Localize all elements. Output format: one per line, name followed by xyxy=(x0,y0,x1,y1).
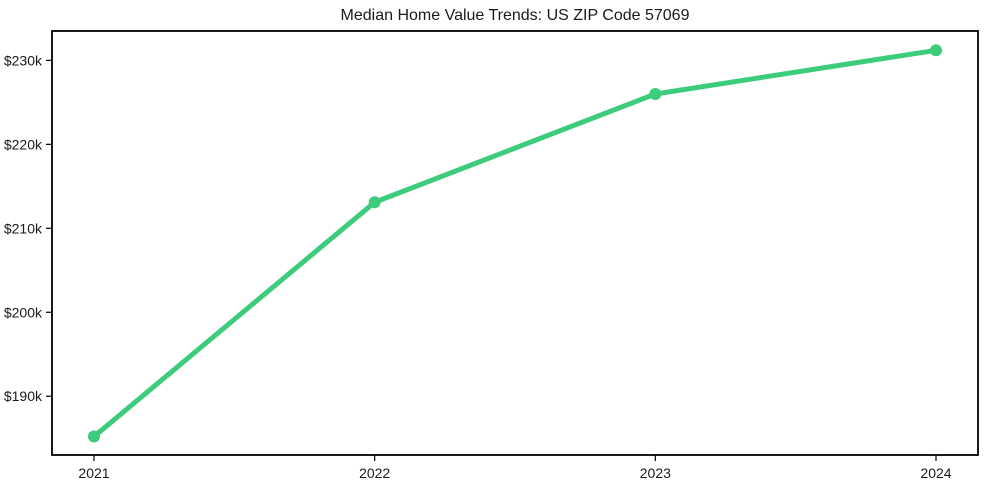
y-tick-label: $210k xyxy=(4,220,43,236)
data-point-2021 xyxy=(88,430,100,443)
x-tick-label: 2022 xyxy=(359,465,390,481)
y-tick-label: $190k xyxy=(4,388,43,404)
y-tick-label: $220k xyxy=(4,136,43,152)
data-point-2024 xyxy=(930,44,942,57)
data-line xyxy=(91,47,939,440)
data-point-2022 xyxy=(368,196,381,209)
data-point-2023 xyxy=(649,87,662,100)
x-tick-label: 2023 xyxy=(640,465,671,481)
y-tick-label: $200k xyxy=(4,304,43,320)
chart-title: Median Home Value Trends: US ZIP Code 57… xyxy=(340,7,690,24)
y-tick-label: $230k xyxy=(4,52,43,68)
x-tick-label: 2024 xyxy=(920,465,951,481)
x-tick-label: 2021 xyxy=(78,465,109,481)
plot-border xyxy=(51,30,979,456)
